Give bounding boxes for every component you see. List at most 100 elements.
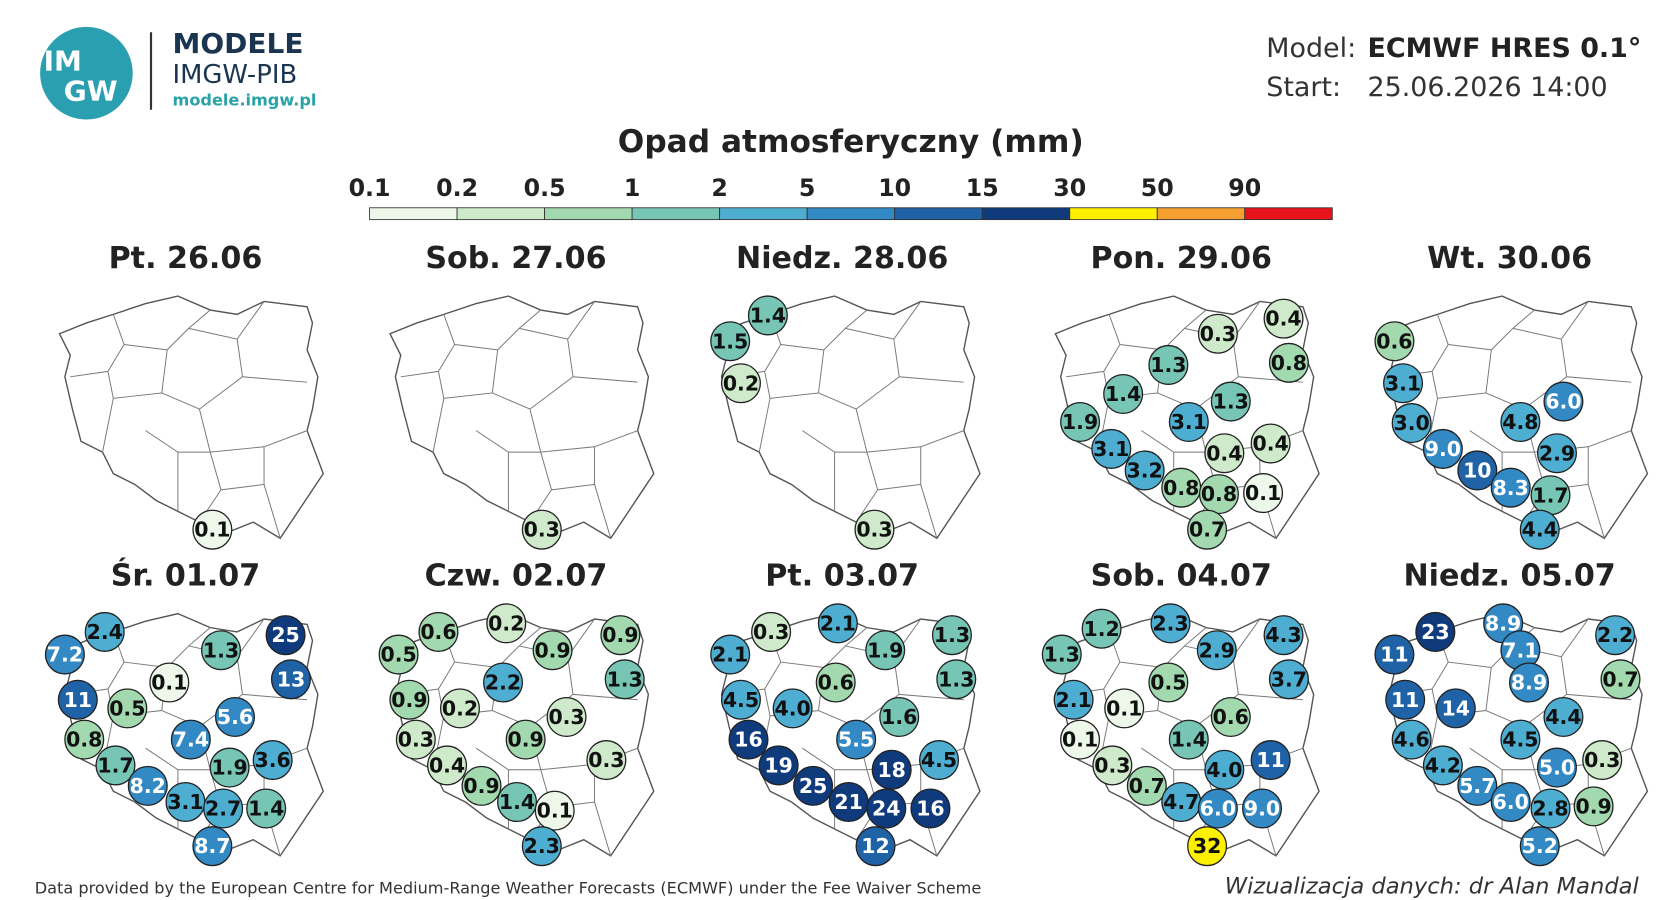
bubble-value: 21	[834, 790, 862, 814]
bubble-circle	[534, 790, 575, 831]
precip-bubble: 0.6	[1374, 321, 1415, 362]
bubble-circle	[505, 719, 546, 760]
start-label: Start:	[1266, 72, 1341, 103]
bubble-value: 1.4	[1105, 382, 1141, 406]
bubble-value: 0.3	[1200, 322, 1236, 346]
bubble-value: 16	[916, 797, 944, 821]
bubble-value: 6.0	[1545, 390, 1581, 414]
url: modele.imgw.pl	[173, 91, 317, 110]
bubble-value: 3.1	[167, 790, 203, 814]
bubble-circle	[1150, 603, 1191, 644]
bubble-value: 3.1	[1093, 437, 1129, 461]
bubble-circle	[209, 747, 250, 788]
precip-bubble: 0.4	[1263, 298, 1304, 339]
precip-bubble: 0.8	[1268, 342, 1309, 383]
bubble-value: 1.7	[97, 754, 133, 778]
bubble-value: 16	[734, 728, 762, 752]
bubble-value: 8.3	[1493, 476, 1529, 500]
bubble-circle	[836, 719, 877, 760]
bubble-value: 0.9	[508, 728, 544, 752]
bubble-value: 1.3	[203, 638, 239, 662]
day-title: Sob. 04.07	[1091, 559, 1272, 594]
precip-bubble: 1.3	[1041, 634, 1082, 675]
precip-bubble: 16	[728, 719, 769, 760]
bubble-circle	[1092, 745, 1133, 786]
bubble-circle	[710, 321, 751, 362]
bubble-value: 0.5	[1150, 671, 1186, 695]
precip-bubble: 2.1	[817, 603, 858, 644]
bubble-circle	[265, 615, 306, 656]
bubble-circle	[1263, 615, 1304, 656]
legend-swatch	[719, 207, 808, 221]
bubble-circle	[64, 719, 105, 760]
bubble-value: 1.3	[1213, 390, 1249, 414]
bubble-value: 1.9	[867, 638, 903, 662]
bubble-circle	[84, 611, 125, 652]
precip-bubble: 5.0	[1536, 747, 1578, 788]
bubble-value: 0.1	[1106, 696, 1142, 720]
precip-bubble: 2.1	[1053, 679, 1094, 720]
bubble-circle	[521, 826, 562, 867]
bubble-circle	[532, 630, 573, 671]
day-title: Pt. 26.06	[109, 241, 263, 276]
bubble-circle	[1374, 321, 1415, 362]
precip-bubble: 3.7	[1268, 659, 1309, 700]
bubble-circle	[1543, 696, 1584, 738]
precip-bubble: 2.9	[1196, 630, 1237, 671]
precip-bubble: 2.4	[84, 611, 125, 652]
bubble-circle	[1422, 745, 1463, 786]
bubble-value: 4.8	[1502, 410, 1538, 434]
precip-bubble: 10	[1457, 450, 1498, 491]
bubble-value: 5.5	[838, 728, 874, 752]
precip-bubble: 3.1	[1168, 401, 1209, 443]
precip-bubble: 0.3	[521, 509, 562, 550]
bubble-value: 4.7	[1163, 790, 1199, 814]
bubble-value: 6.0	[1200, 797, 1236, 821]
precip-bubble: 32	[1187, 826, 1228, 867]
bubble-value: 7.4	[173, 728, 209, 752]
precip-bubble: 0.7	[1600, 659, 1641, 700]
bubble-circle	[815, 662, 856, 703]
bubble-value: 7.2	[47, 643, 83, 667]
bubble-circle	[1091, 428, 1132, 469]
bubble-value: 0.3	[1584, 748, 1620, 772]
bubble-value: 0.9	[463, 774, 499, 798]
bubble-value: 0.7	[1189, 518, 1225, 542]
bubble-value: 13	[277, 667, 305, 691]
precip-bubble: 1.9	[865, 630, 906, 671]
credit: Wizualizacja danych: dr Alan Mandal	[1225, 874, 1640, 900]
legend-tick: 15	[966, 174, 999, 202]
bubble-circle	[1519, 826, 1560, 867]
bubble-value: 0.9	[602, 623, 638, 647]
bubble-circle	[127, 765, 168, 806]
bubble-value: 0.3	[588, 748, 624, 772]
precip-bubble: 1.3	[936, 659, 977, 700]
precip-bubble: 3.1	[165, 782, 206, 823]
precip-bubble: 6.0	[1543, 381, 1584, 422]
bubble-circle	[1268, 659, 1309, 700]
bubble-circle	[1457, 450, 1498, 491]
bubble-circle	[395, 719, 436, 760]
country-map	[715, 295, 981, 539]
day-title: Niedz. 28.06	[736, 241, 948, 276]
precip-bubble: 1.2	[1081, 608, 1122, 649]
bubble-value: 0.1	[1245, 481, 1281, 505]
precip-bubble: 0.9	[532, 630, 573, 671]
bubble-value: 4.0	[775, 696, 811, 720]
bubble-value: 0.8	[1201, 482, 1237, 506]
precip-bubble: 1.9	[1060, 401, 1101, 443]
bubble-circle	[1530, 788, 1571, 829]
bubble-circle	[1104, 688, 1145, 729]
precip-bubble: 0.2	[486, 603, 527, 644]
precip-bubble: 21	[828, 782, 869, 823]
model: ECMWF HRES 0.1°	[1368, 33, 1642, 64]
bubble-circle	[1600, 659, 1641, 700]
day-title: Wt. 30.06	[1427, 241, 1592, 276]
precip-bubble: 25	[265, 615, 306, 656]
bubble-circle	[879, 696, 920, 738]
bubble-value: 19	[764, 754, 792, 778]
precip-bubble: 18	[871, 749, 912, 790]
precip-bubble: 11	[1374, 634, 1415, 675]
bubble-circle	[1204, 433, 1245, 474]
bubble-value: 0.7	[1129, 774, 1165, 798]
